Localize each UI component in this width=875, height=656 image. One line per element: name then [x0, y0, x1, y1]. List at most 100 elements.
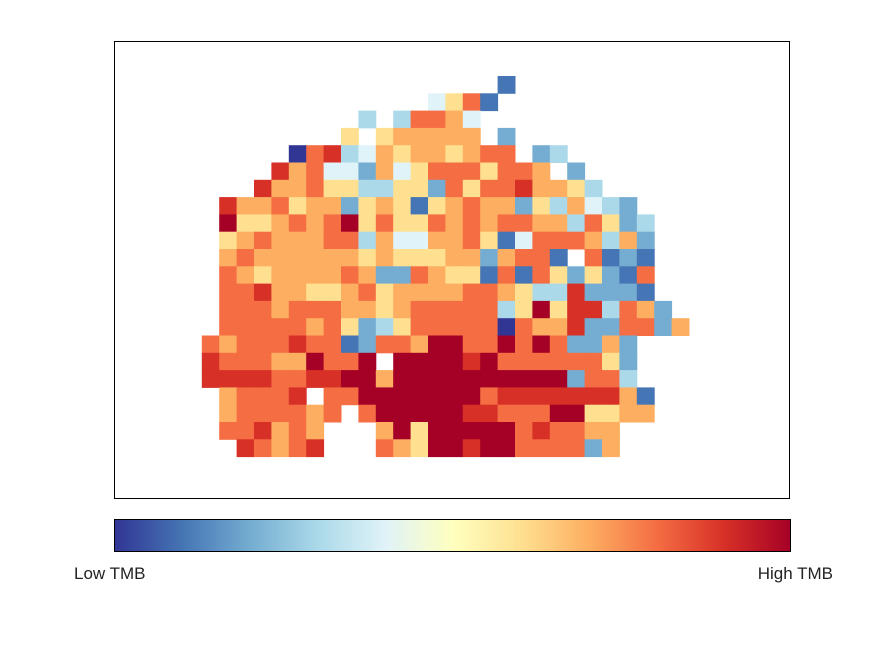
heatmap-cell	[532, 422, 551, 440]
heatmap-cell	[671, 318, 690, 336]
heatmap-cell	[393, 110, 412, 129]
heatmap-cell	[515, 214, 533, 233]
heatmap-cell	[567, 283, 586, 302]
heatmap-cell	[515, 387, 533, 406]
heatmap-cell	[393, 352, 412, 371]
heatmap-cell	[393, 300, 412, 319]
heatmap-cell	[288, 162, 307, 181]
heatmap-cell	[462, 127, 481, 146]
heatmap-cell	[462, 352, 481, 371]
heatmap-cell	[619, 352, 638, 371]
heatmap-cell	[602, 352, 620, 371]
heatmap-cell	[323, 283, 342, 302]
heatmap-cell	[567, 231, 586, 250]
heatmap-cell	[306, 283, 325, 302]
heatmap-cell	[619, 387, 638, 406]
heatmap-cell	[567, 162, 586, 181]
heatmap-cell	[288, 214, 307, 233]
heatmap-cell	[602, 266, 620, 285]
heatmap-cell	[271, 283, 290, 302]
heatmap-cell	[393, 179, 412, 198]
heatmap-cell	[497, 197, 516, 215]
heatmap-cell	[428, 335, 446, 354]
heatmap-cell	[445, 110, 464, 129]
heatmap-cell	[288, 352, 307, 371]
heatmap-cell	[445, 439, 464, 458]
heatmap-cell	[549, 318, 568, 336]
heatmap-cell	[602, 318, 620, 336]
heatmap-cell	[428, 93, 446, 112]
heatmap-cell	[375, 231, 394, 250]
heatmap-cell	[532, 404, 551, 423]
heatmap-cell	[254, 387, 272, 406]
heatmap-cell	[462, 387, 481, 406]
heatmap-cell	[567, 439, 586, 458]
heatmap-plot-area	[114, 41, 790, 499]
heatmap-cell	[271, 300, 290, 319]
heatmap-cell	[602, 439, 620, 458]
heatmap-cell	[549, 214, 568, 233]
heatmap-cell	[323, 266, 342, 285]
heatmap-cell	[323, 318, 342, 336]
heatmap-cell	[584, 266, 603, 285]
heatmap-cell	[567, 179, 586, 198]
heatmap-cell	[393, 283, 412, 302]
heatmap-cell	[515, 422, 533, 440]
heatmap-cell	[236, 370, 255, 388]
heatmap-cell	[341, 179, 359, 198]
heatmap-cell	[532, 335, 551, 354]
heatmap-cell	[410, 179, 429, 198]
heatmap-cell	[271, 249, 290, 267]
heatmap-cell	[428, 145, 446, 163]
heatmap-cell	[236, 283, 255, 302]
heatmap-cell	[567, 318, 586, 336]
heatmap-cell	[567, 197, 586, 215]
heatmap-cell	[393, 249, 412, 267]
heatmap-cell	[358, 145, 377, 163]
colorbar-high-label: High TMB	[757, 564, 833, 583]
heatmap-cell	[271, 370, 290, 388]
heatmap-cell	[549, 300, 568, 319]
heatmap-cell	[497, 179, 516, 198]
heatmap-cell	[549, 145, 568, 163]
heatmap-cell	[375, 439, 394, 458]
heatmap-cell	[602, 300, 620, 319]
heatmap-cell	[584, 335, 603, 354]
heatmap-cell	[584, 283, 603, 302]
heatmap-cell	[254, 283, 272, 302]
heatmap-cell	[462, 404, 481, 423]
heatmap-cell	[306, 162, 325, 181]
heatmap-cell	[445, 249, 464, 267]
heatmap-cell	[532, 352, 551, 371]
heatmap-cell	[341, 162, 359, 181]
heatmap-cell	[236, 387, 255, 406]
heatmap-cell	[584, 214, 603, 233]
heatmap-cell	[410, 283, 429, 302]
heatmap-cell	[288, 283, 307, 302]
heatmap-cell	[462, 370, 481, 388]
heatmap-cell	[636, 283, 655, 302]
heatmap-cell	[375, 266, 394, 285]
heatmap-cell	[375, 145, 394, 163]
heatmap-cell	[323, 179, 342, 198]
heatmap-cell	[532, 370, 551, 388]
heatmap-cell	[306, 422, 325, 440]
heatmap-cell	[515, 439, 533, 458]
heatmap-cell	[497, 162, 516, 181]
heatmap-cell	[549, 352, 568, 371]
heatmap-cell	[288, 231, 307, 250]
heatmap-cell	[341, 231, 359, 250]
heatmap-cell	[375, 422, 394, 440]
heatmap-cell	[428, 387, 446, 406]
heatmap-cell	[549, 422, 568, 440]
heatmap-cell	[515, 335, 533, 354]
heatmap-cell	[462, 422, 481, 440]
heatmap-cell	[306, 266, 325, 285]
heatmap-cell	[549, 266, 568, 285]
heatmap-cell	[375, 179, 394, 198]
heatmap-cell	[341, 283, 359, 302]
heatmap-cell	[515, 318, 533, 336]
heatmap-cell	[236, 422, 255, 440]
heatmap-cell	[549, 249, 568, 267]
heatmap-cell	[462, 197, 481, 215]
